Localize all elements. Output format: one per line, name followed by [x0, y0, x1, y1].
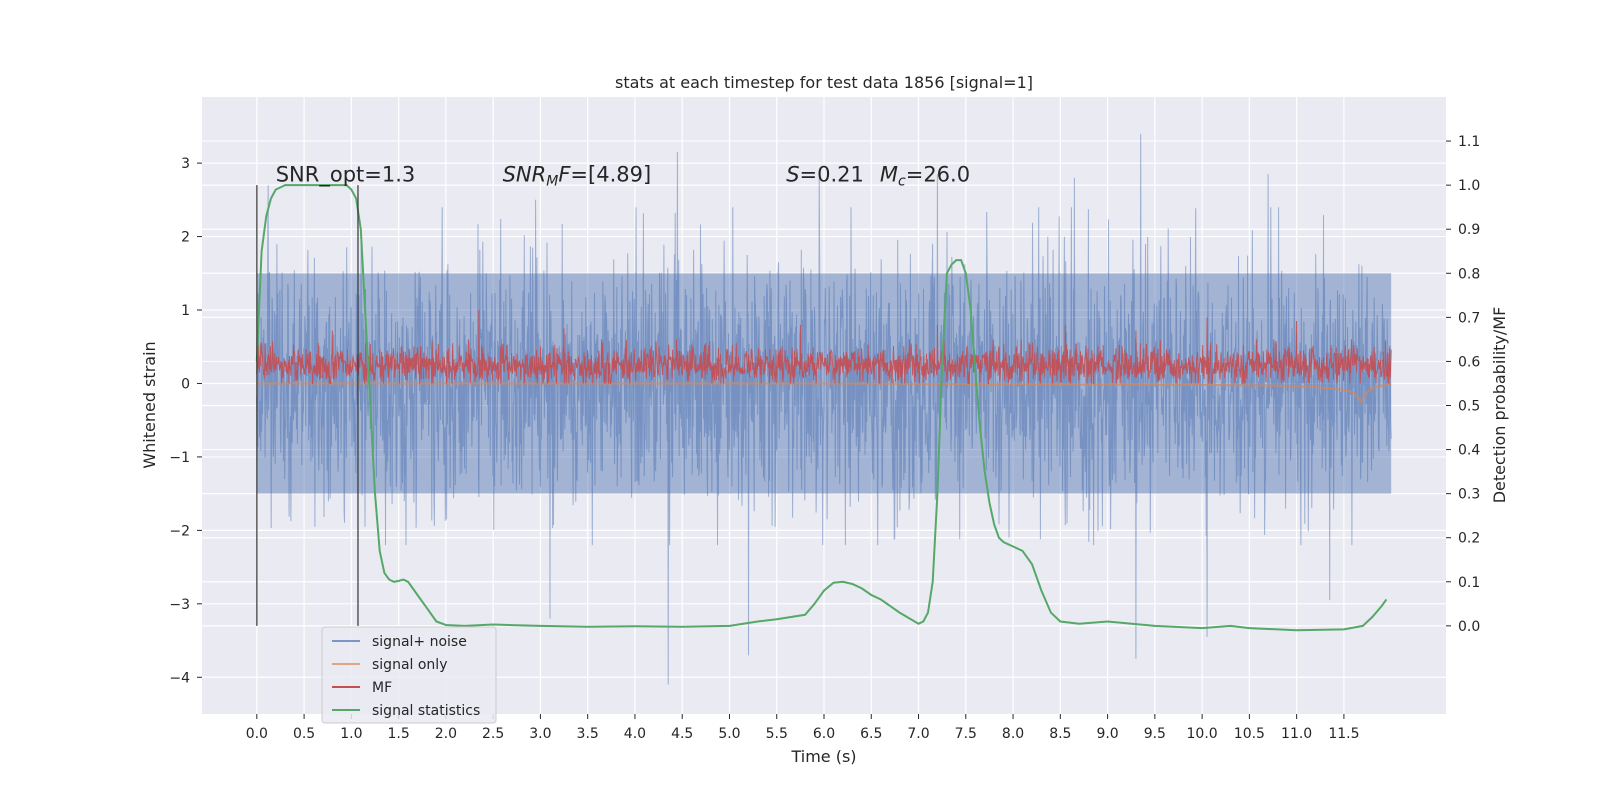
- y-right-tick-label: 0.4: [1458, 443, 1480, 459]
- y-right-axis-ticks: 1.1 1.0 0.9 0.8 0.7 0.6 0.5 0.4 0.3 0.2 0.1 0.0: [1446, 134, 1480, 635]
- x-tick-label: 10.0: [1187, 726, 1218, 742]
- x-tick-label: 2.0: [435, 726, 457, 742]
- y-axis-left-label: Whitened strain: [140, 341, 159, 468]
- y-right-tick-label: 0.0: [1458, 619, 1480, 635]
- x-tick-label: 11.0: [1281, 726, 1312, 742]
- x-tick-label: 4.0: [624, 726, 646, 742]
- y-right-tick-label: 0.5: [1458, 399, 1480, 415]
- annotation-snr-opt: SNR_opt=1.3: [276, 162, 416, 187]
- annotation-mc-var: M: [880, 162, 898, 186]
- x-tick-label: 9.0: [1096, 726, 1118, 742]
- annotation-snr-mf-prefix: SNR: [503, 162, 547, 186]
- legend-label: signal+ noise: [372, 634, 467, 650]
- y-right-tick-label: 0.1: [1458, 575, 1480, 591]
- y-left-tick-label: 2: [181, 230, 190, 246]
- y-right-tick-label: 0.8: [1458, 266, 1480, 282]
- y-left-tick-label: 0: [181, 376, 190, 392]
- y-left-tick-label: 3: [181, 156, 190, 172]
- x-tick-label: 9.5: [1144, 726, 1166, 742]
- x-tick-label: 1.5: [387, 726, 409, 742]
- y-right-tick-label: 1.0: [1458, 178, 1480, 194]
- x-tick-label: 3.5: [577, 726, 599, 742]
- annotation-s-value: =0.21: [800, 162, 864, 186]
- legend-box: [321, 626, 497, 724]
- annotation-mc-value: =26.0: [906, 162, 970, 186]
- y-left-tick-label: −4: [169, 670, 190, 686]
- chart-title: stats at each timestep for test data 185…: [615, 73, 1033, 92]
- legend: signal+ noise signal only MF signal statist…: [321, 626, 497, 724]
- x-tick-label: 4.5: [671, 726, 693, 742]
- annotation-s-var: S: [786, 162, 799, 186]
- legend-label: signal statistics: [372, 703, 480, 719]
- series-signal-noise-line: [256, 133, 1392, 685]
- y-right-tick-label: 0.9: [1458, 222, 1480, 238]
- annotation-snr-mf-suffix: =[4.89]: [570, 162, 651, 186]
- y-right-tick-label: 0.6: [1458, 354, 1480, 370]
- x-axis-label: Time (s): [790, 747, 856, 766]
- x-axis-ticks: 0.0 0.5 1.0 1.5 2.0 2.5 3.0 3.5 4.0 4.5 5.0 5.5 6.0 6…: [246, 714, 1359, 742]
- y-right-tick-label: 1.1: [1458, 134, 1480, 150]
- y-left-tick-label: 1: [181, 303, 190, 319]
- legend-label: MF: [372, 680, 392, 696]
- y-right-tick-label: 0.7: [1458, 310, 1480, 326]
- series-signal-only-line: [256, 382, 1392, 404]
- annotation-s-mc: S=0.21 Mc=26.0: [786, 162, 970, 189]
- y-right-tick-label: 0.2: [1458, 531, 1480, 547]
- y-left-axis-ticks: 3 2 1 0 −1 −2 −3 −4: [169, 156, 202, 686]
- annotation-mc-sub: c: [898, 173, 906, 189]
- x-tick-label: 5.5: [766, 726, 788, 742]
- y-left-tick-label: −3: [169, 597, 190, 613]
- x-tick-label: 2.5: [482, 726, 504, 742]
- x-tick-label: 10.5: [1234, 726, 1265, 742]
- x-tick-label: 1.0: [340, 726, 362, 742]
- y-left-tick-label: −1: [169, 450, 190, 466]
- annotations: SNR_opt=1.3 SNRMF=[4.89] S=0.21 Mc=26.0: [276, 162, 970, 189]
- x-tick-label: 6.0: [813, 726, 835, 742]
- series-signal-statistics-line: [255, 184, 1388, 632]
- x-tick-label: 6.5: [860, 726, 882, 742]
- annotation-snr-mf-mid: F: [558, 162, 571, 186]
- legend-label: signal only: [372, 657, 447, 673]
- x-tick-label: 8.5: [1049, 726, 1071, 742]
- annotation-snr-mf: SNRMF=[4.89]: [503, 162, 652, 189]
- x-tick-label: 0.0: [246, 726, 268, 742]
- y-right-tick-label: 0.3: [1458, 487, 1480, 503]
- y-axis-right-label: Detection probability/MF: [1490, 307, 1509, 504]
- x-tick-label: 11.5: [1328, 726, 1359, 742]
- x-tick-label: 7.5: [955, 726, 977, 742]
- x-tick-label: 0.5: [293, 726, 315, 742]
- series-mf-line: [256, 309, 1392, 385]
- y-left-tick-label: −2: [169, 523, 190, 539]
- vertical-markers: [256, 185, 359, 626]
- x-tick-label: 5.0: [718, 726, 740, 742]
- x-tick-label: 8.0: [1002, 726, 1024, 742]
- annotation-snr-mf-sub: M: [546, 173, 558, 189]
- x-tick-label: 3.0: [529, 726, 551, 742]
- series-layer: [255, 133, 1392, 685]
- x-tick-label: 7.0: [907, 726, 929, 742]
